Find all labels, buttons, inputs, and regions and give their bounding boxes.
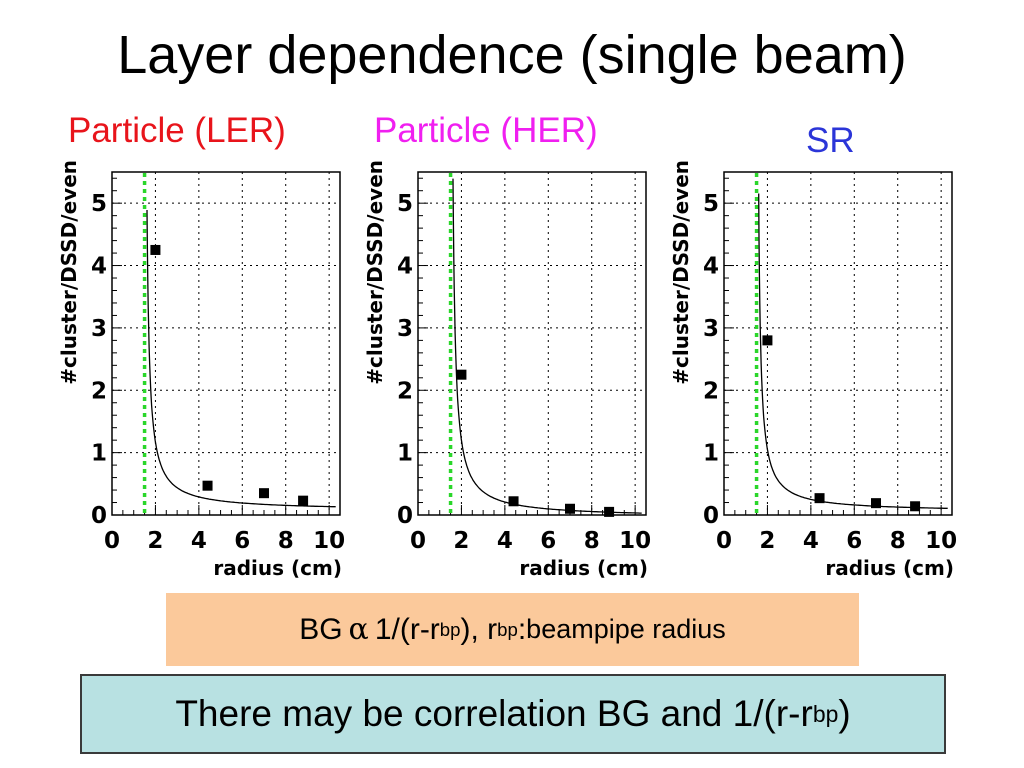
plot-ler: 0 2 4 6 8 10 0 1 2 3 4 5 radius (cm) #cluster/DSSD/ev… xyxy=(57,160,345,580)
x-tick-label: 4 xyxy=(191,528,207,554)
conclusion-box: There may be correlation BG and 1/(r-r bp… xyxy=(80,674,946,754)
formula-desc: beampipe radius xyxy=(526,614,726,644)
plot-her: 0 2 4 6 8 10 0 1 2 3 4 5 radius (cm) #cluster/DSSD/ev… xyxy=(363,160,651,580)
x-tick-label: 6 xyxy=(846,528,862,554)
y-tick-label: 1 xyxy=(703,441,719,467)
data-point xyxy=(150,244,161,255)
y-tick-label: 2 xyxy=(91,378,107,404)
x-tick-label: 8 xyxy=(584,528,600,554)
x-tick-label: 10 xyxy=(619,528,651,554)
x-tick-label: 10 xyxy=(313,528,345,554)
y-tick-label: 4 xyxy=(703,254,719,280)
panel-label-sr: SR xyxy=(806,121,855,160)
x-tick-label: 0 xyxy=(716,528,732,554)
alpha-symbol: α xyxy=(348,612,369,647)
x-tick-label: 10 xyxy=(925,528,957,554)
y-tick-label: 5 xyxy=(703,191,719,217)
y-axis-title: #cluster/DSSD/even xyxy=(363,160,387,385)
y-tick-label: 3 xyxy=(703,316,719,342)
formula-expr: 1/(r-r xyxy=(374,612,440,646)
conclusion-close: ) xyxy=(838,693,851,734)
plot-frame xyxy=(417,171,647,516)
y-tick-label: 3 xyxy=(397,316,413,342)
plot-frame xyxy=(111,171,341,516)
x-tick-label: 2 xyxy=(147,528,163,554)
data-point xyxy=(298,495,309,506)
data-point xyxy=(508,496,519,507)
x-tick-label: 2 xyxy=(759,528,775,554)
conclusion-text: There may be correlation BG and 1/(r-r xyxy=(175,693,813,734)
x-tick-label: 8 xyxy=(278,528,294,554)
y-tick-label: 0 xyxy=(703,503,719,529)
y-axis-title: #cluster/DSSD/even xyxy=(669,160,693,385)
x-tick-label: 8 xyxy=(890,528,906,554)
fit-curve xyxy=(146,209,336,508)
data-point xyxy=(871,498,881,509)
formula-prefix: BG xyxy=(299,612,343,646)
y-axis-title: #cluster/DSSD/even xyxy=(57,160,81,385)
data-point xyxy=(565,503,575,514)
y-tick-label: 0 xyxy=(91,503,107,529)
x-tick-label: 6 xyxy=(540,528,556,554)
x-tick-label: 0 xyxy=(104,528,120,554)
x-tick-label: 6 xyxy=(234,528,250,554)
y-tick-label: 0 xyxy=(397,503,413,529)
plot-frame xyxy=(723,171,953,516)
x-axis-title: radius (cm) xyxy=(213,556,342,580)
formula-box: BG α 1/(r-r bp), r bp: beampipe radius xyxy=(166,593,859,666)
panel-label-ler: Particle (LER) xyxy=(68,111,286,150)
x-tick-label: 4 xyxy=(803,528,819,554)
y-tick-label: 3 xyxy=(91,316,107,342)
y-tick-label: 5 xyxy=(397,191,413,217)
fit-curve xyxy=(758,193,948,509)
data-point xyxy=(456,369,467,380)
y-tick-label: 1 xyxy=(397,441,413,467)
y-tick-label: 4 xyxy=(91,254,107,280)
data-point xyxy=(814,493,825,504)
x-tick-label: 2 xyxy=(453,528,469,554)
x-tick-label: 0 xyxy=(410,528,426,554)
x-axis-title: radius (cm) xyxy=(825,556,954,580)
panel-label-her: Particle (HER) xyxy=(374,111,598,150)
x-tick-label: 4 xyxy=(497,528,513,554)
fit-curve xyxy=(452,178,642,514)
slide-title: Layer dependence (single beam) xyxy=(117,25,907,85)
y-tick-label: 2 xyxy=(397,378,413,404)
data-point xyxy=(259,488,269,499)
y-tick-label: 2 xyxy=(703,378,719,404)
y-tick-label: 4 xyxy=(397,254,413,280)
plot-sr: 0 2 4 6 8 10 0 1 2 3 4 5 radius (cm) #cluster/DSSD/ev… xyxy=(669,160,957,580)
x-axis-title: radius (cm) xyxy=(519,556,648,580)
data-point xyxy=(762,335,773,346)
formula-mid: ), r xyxy=(460,612,498,646)
y-tick-label: 5 xyxy=(91,191,107,217)
formula-colon: : xyxy=(517,612,527,646)
data-point xyxy=(910,501,921,512)
data-point xyxy=(604,506,615,517)
data-point xyxy=(202,480,213,491)
y-tick-label: 1 xyxy=(91,441,107,467)
